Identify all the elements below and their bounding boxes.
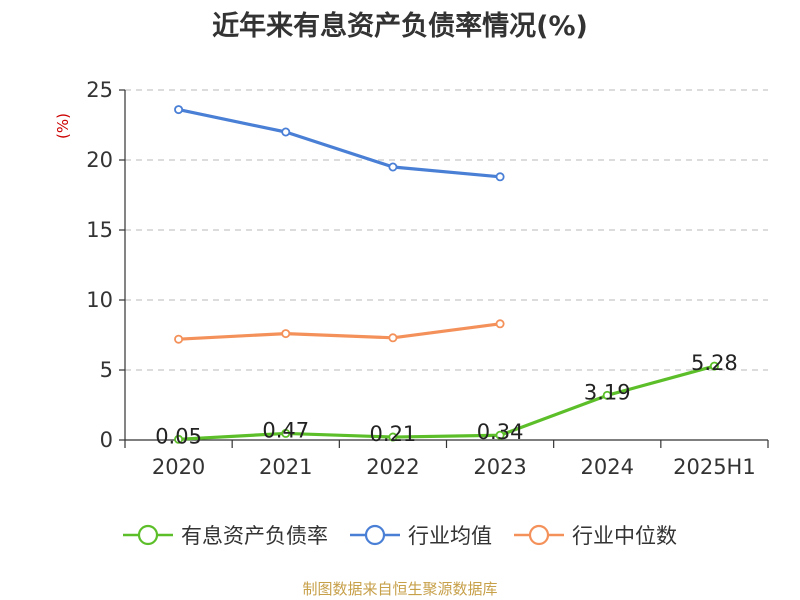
data-point [281,127,291,137]
data-label: 0.21 [370,422,417,446]
x-tick-label: 2022 [366,455,419,479]
x-tick-label: 2020 [152,455,205,479]
x-tick-label: 2021 [259,455,312,479]
legend-swatch-icon [123,524,173,546]
y-axis-unit: (%) [54,113,72,139]
data-point [602,390,612,400]
data-point [281,329,291,339]
series-lines [174,105,719,444]
data-point [495,172,505,182]
legend-swatch-icon [514,524,564,546]
y-tick-label: 20 [86,148,113,172]
data-point [495,319,505,329]
y-tick-label: 5 [100,358,113,382]
data-point [709,361,719,371]
data-point [388,333,398,343]
series-line [178,322,501,341]
legend-item[interactable]: 行业均值 [350,520,492,550]
data-point [495,430,505,440]
data-point [174,434,184,444]
data-point [388,162,398,172]
series-line [178,108,501,179]
data-label: 0.34 [477,420,524,444]
legend-swatch-icon [350,524,400,546]
data-label: 3.19 [584,380,631,404]
legend-item[interactable]: 有息资产负债率 [123,520,328,550]
y-tick-label: 10 [86,288,113,312]
x-tick-label: 2024 [581,455,634,479]
data-point [281,428,291,438]
source-note: 制图数据来自恒生聚源数据库 [302,580,498,598]
grid-lines [125,89,768,371]
legend-label: 行业均值 [408,524,492,548]
y-tick-label: 15 [86,218,113,242]
legend-label: 有息资产负债率 [181,524,328,548]
x-tick-label: 2023 [473,455,526,479]
legend-label: 行业中位数 [572,524,677,548]
data-labels: 0.05 0.47 0.21 0.34 3.19 5.28 [155,351,738,448]
data-point [174,334,184,344]
data-point [174,105,184,115]
data-label: 0.05 [155,424,202,448]
axes: 0 5 10 15 20 25 (%) 2020 2021 2022 2023 2024 2025H1 [54,78,769,479]
x-tick-label: 2025H1 [673,455,756,479]
legend: 有息资产负债率 行业均值 行业中位数 [0,520,800,550]
data-label: 5.28 [691,351,738,375]
series-line [178,364,715,441]
y-tick-label: 0 [100,428,113,452]
chart-title: 近年来有息资产负债率情况(%) [212,11,588,42]
legend-item[interactable]: 行业中位数 [514,520,677,550]
y-tick-label: 25 [86,78,113,102]
data-point [388,432,398,442]
data-label: 0.47 [262,418,309,442]
